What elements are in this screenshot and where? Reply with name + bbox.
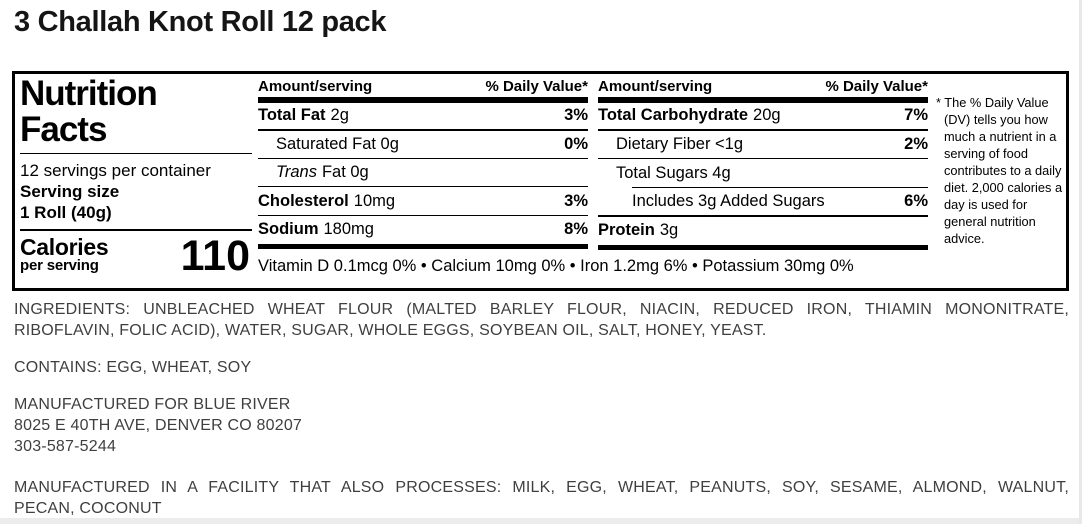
servings-per-container: 12 servings per container — [20, 161, 211, 180]
divider — [20, 153, 252, 154]
total-carbohydrate-amount: 20g — [753, 106, 781, 125]
nutrition-facts-heading: Nutrition Facts — [20, 76, 252, 148]
sodium-dv: 8% — [564, 220, 588, 239]
total-carbohydrate-dv: 7% — [904, 106, 928, 125]
ingredients-section: INGREDIENTS: UNBLEACHED WHEAT FLOUR (MAL… — [14, 299, 1069, 341]
row-saturated-fat: Saturated Fat 0g 0% — [258, 131, 588, 160]
trans-fat-label-rest: Fat 0g — [321, 163, 369, 182]
facility-line2: PECAN, COCONUT — [14, 500, 162, 517]
nutrition-facts-heading-line2: Facts — [20, 110, 107, 149]
row-protein: Protein 3g — [598, 217, 928, 245]
total-carbohydrate-label: Total Carbohydrate — [598, 106, 749, 125]
nutrient-column-fats-sodium: Amount/serving % Daily Value* Total Fat 2… — [258, 78, 588, 250]
row-cholesterol: Cholesterol 10mg 3% — [258, 187, 588, 216]
total-sugars-label: Total Sugars 4g — [616, 163, 731, 182]
calories-row: Calories per serving 110 — [20, 232, 252, 280]
sodium-label: Sodium — [258, 220, 319, 239]
daily-value-footnote: * The % Daily Value (DV) tells you how m… — [936, 95, 1063, 246]
total-fat-amount: 2g — [330, 106, 349, 125]
cholesterol-label: Cholesterol — [258, 191, 349, 210]
column-header: Amount/serving % Daily Value* — [598, 78, 928, 97]
daily-value-header: % Daily Value* — [485, 78, 588, 95]
thick-rule — [258, 97, 588, 103]
daily-value-header: % Daily Value* — [825, 78, 928, 95]
dietary-fiber-label: Dietary Fiber <1g — [616, 134, 744, 153]
manufacturer-phone: 303-587-5244 — [14, 438, 117, 455]
thick-rule — [598, 244, 928, 251]
row-total-sugars: Total Sugars 4g — [598, 159, 928, 187]
column-header: Amount/serving % Daily Value* — [258, 78, 588, 97]
manufacturer-address: 8025 E 40TH AVE, DENVER CO 80207 — [14, 417, 303, 434]
row-total-carbohydrate: Total Carbohydrate 20g 7% — [598, 103, 928, 131]
row-total-fat: Total Fat 2g 3% — [258, 103, 588, 131]
dietary-fiber-dv: 2% — [904, 134, 928, 153]
nutrition-facts-left-column: Nutrition Facts 12 servings per containe… — [20, 76, 252, 280]
indented-rule — [632, 187, 928, 189]
trans-fat-label-italic: Trans — [276, 163, 317, 182]
ingredients-line1: INGREDIENTS: UNBLEACHED WHEAT FLOUR (MAL… — [14, 301, 1069, 318]
sodium-amount: 180mg — [323, 220, 374, 239]
protein-amount: 3g — [659, 221, 679, 240]
facility-line1: MANUFACTURED IN A FACILITY THAT ALSO PRO… — [14, 479, 1069, 496]
added-sugars-label: Includes 3g Added Sugars — [632, 192, 825, 211]
manufacturer-name: MANUFACTURED FOR BLUE RIVER — [14, 396, 291, 413]
vitamins-minerals-line: Vitamin D 0.1mcg 0% • Calcium 10mg 0% • … — [258, 257, 854, 275]
added-sugars-dv: 6% — [904, 192, 928, 211]
amount-per-serving-header: Amount/serving — [598, 78, 713, 95]
thick-rule — [598, 97, 928, 103]
product-title: 3 Challah Knot Roll 12 pack — [14, 6, 387, 38]
page-bottom-edge — [0, 518, 1082, 524]
row-trans-fat: Trans Fat 0g — [258, 159, 588, 188]
cholesterol-dv: 3% — [564, 191, 588, 210]
saturated-fat-dv: 0% — [564, 134, 588, 153]
calories-label-block: Calories per serving — [20, 234, 109, 274]
nutrition-facts-panel: Nutrition Facts 12 servings per containe… — [12, 71, 1069, 291]
manufacturer-section: MANUFACTURED FOR BLUE RIVER 8025 E 40TH … — [14, 394, 1069, 457]
calories-label: Calories — [20, 234, 109, 260]
cholesterol-amount: 10mg — [353, 191, 396, 210]
total-fat-dv: 3% — [564, 106, 588, 125]
total-fat-label: Total Fat — [258, 106, 326, 125]
row-dietary-fiber: Dietary Fiber <1g 2% — [598, 131, 928, 160]
contains-statement: CONTAINS: EGG, WHEAT, SOY — [14, 359, 252, 376]
ingredients-line2: RIBOFLAVIN, FOLIC ACID), WATER, SUGAR, W… — [14, 322, 767, 339]
row-added-sugars: Includes 3g Added Sugars 6% — [598, 188, 928, 217]
nutrition-facts-heading-line1: Nutrition — [20, 74, 158, 113]
serving-size-value: 1 Roll (40g) — [20, 203, 112, 222]
protein-label: Protein — [598, 221, 655, 240]
thick-rule — [258, 243, 588, 250]
row-sodium: Sodium 180mg 8% — [258, 216, 588, 244]
page-right-edge — [1079, 0, 1082, 524]
saturated-fat-label: Saturated Fat 0g — [276, 134, 399, 153]
facility-statement: MANUFACTURED IN A FACILITY THAT ALSO PRO… — [14, 477, 1069, 519]
nutrient-column-carbs-protein: Amount/serving % Daily Value* Total Carb… — [598, 78, 928, 251]
amount-per-serving-header: Amount/serving — [258, 78, 373, 95]
calories-value: 110 — [180, 232, 250, 280]
divider — [20, 229, 252, 231]
serving-size-label: Serving size — [20, 182, 120, 201]
calories-per-serving-label: per serving — [20, 257, 99, 274]
